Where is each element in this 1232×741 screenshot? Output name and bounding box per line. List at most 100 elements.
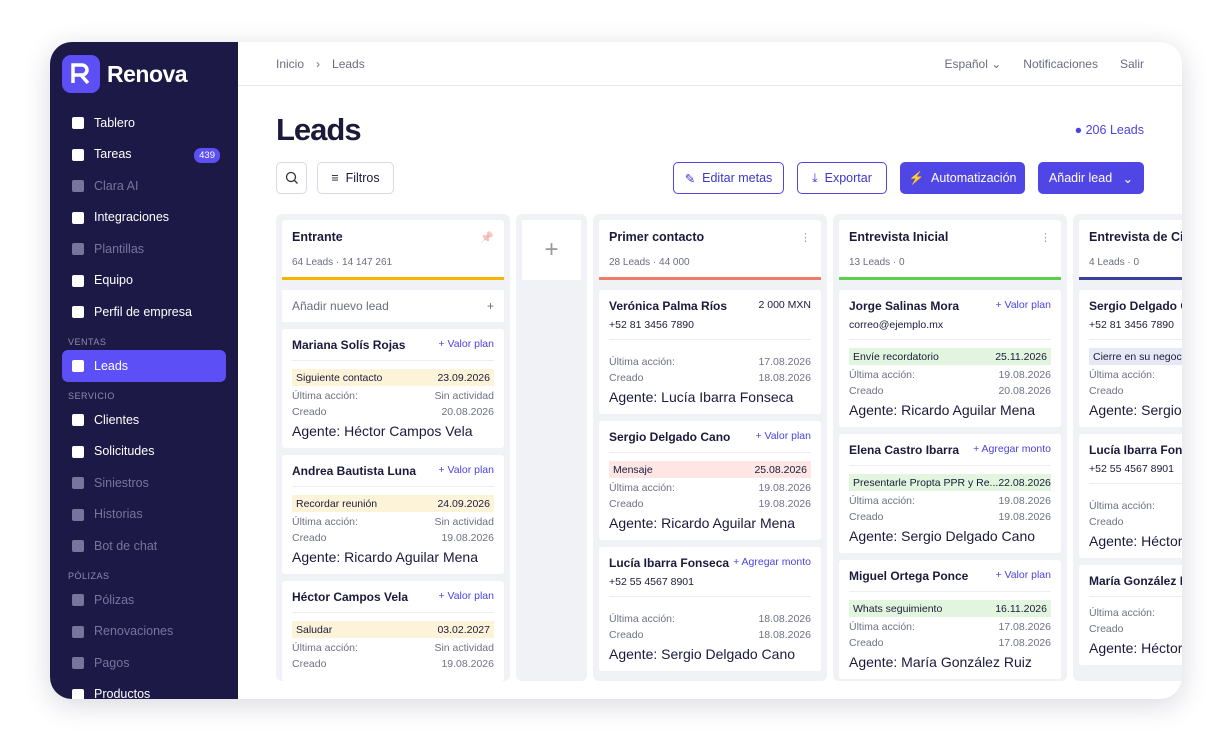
add-column-button[interactable]: + [522, 220, 581, 280]
nav-item[interactable]: Tareas 439 [62, 139, 226, 171]
lead-card[interactable]: Sergio Delgado C +52 81 3456 7890 Cierre e… [1079, 290, 1182, 427]
nav-item[interactable]: Productos [62, 679, 226, 699]
agent: Agente: Ricardo Aguilar Mena [292, 549, 478, 565]
search-button[interactable] [276, 162, 307, 194]
lead-card[interactable]: Mariana Solís Rojas + Valor plan Siguiente… [282, 329, 504, 448]
card-head: Héctor Campos Vela + Valor plan [292, 590, 494, 613]
notifications[interactable]: Notificaciones [1023, 57, 1098, 71]
tag-date: 03.02.2027 [437, 623, 490, 636]
nav-item[interactable]: Integraciones [62, 202, 226, 234]
card-row: Última acción: Sin actividad [292, 640, 494, 656]
lead-card[interactable]: Héctor Campos Vela + Valor plan Saludar 03.… [282, 581, 504, 681]
pin-icon[interactable]: 📌 [480, 232, 494, 244]
card-action[interactable]: + Valor plan [438, 338, 494, 350]
column-title: Entrevista de Ci [1089, 230, 1182, 244]
row-label: Creado [1089, 385, 1124, 397]
logout[interactable]: Salir [1119, 57, 1144, 71]
agent: Agente: Héctor [1089, 640, 1182, 656]
card-head: Jorge Salinas Mora + Valor plan correo@eje… [849, 299, 1051, 340]
edit-goals-button[interactable]: ✎ Editar metas [673, 162, 784, 194]
filters-button[interactable]: ≡ Filtros [317, 162, 394, 194]
lead-card[interactable]: Elena Castro Ibarra + Agregar monto Presen… [839, 434, 1061, 553]
row-label: Creado [609, 629, 644, 641]
row-label: Creado [609, 498, 644, 510]
agent: Agente: Lucía Ibarra Fonseca [609, 389, 794, 405]
next-action-tag: Whats seguimiento 16.11.2026 [849, 600, 1051, 617]
lead-count: ● 206 Leads [1074, 123, 1144, 137]
lead-card[interactable]: Miguel Ortega Ponce + Valor plan Whats seg… [839, 560, 1061, 679]
column-summary: 4 Leads · 0 [1089, 257, 1140, 268]
card-action[interactable]: + Valor plan [995, 569, 1051, 581]
card-action[interactable]: + Agregar monto [733, 556, 811, 568]
nav-label: Productos [94, 687, 151, 699]
lead-name: Lucía Ibarra Fons [1089, 443, 1182, 457]
export-label: Exportar [824, 171, 872, 185]
card-head: Mariana Solís Rojas + Valor plan [292, 338, 494, 361]
tag-text: Saludar [296, 623, 333, 636]
card-action[interactable]: + Valor plan [438, 464, 494, 476]
card-action[interactable]: + Valor plan [438, 590, 494, 602]
nav-item[interactable]: Clientes [62, 404, 226, 436]
nav-item[interactable]: Plantillas [62, 233, 226, 265]
tag-text: Mensaje [613, 463, 653, 476]
tag-text: Whats seguimiento [853, 602, 943, 615]
language[interactable]: Español ⌄ [944, 57, 1002, 71]
nav-item[interactable]: Bot de chat [62, 530, 226, 562]
card-head: Elena Castro Ibarra + Agregar monto [849, 443, 1051, 466]
nav-item[interactable]: Pagos [62, 647, 226, 679]
card-action[interactable]: + Valor plan [995, 299, 1051, 311]
card-row: Creado [1089, 621, 1182, 637]
nav-item[interactable]: Pólizas [62, 584, 226, 616]
nav-item[interactable]: Historias [62, 499, 226, 531]
nav-item[interactable]: Clara AI [62, 170, 226, 202]
nav-item[interactable]: Siniestros [62, 467, 226, 499]
lead-card[interactable]: Andrea Bautista Luna + Valor plan Recordar… [282, 455, 504, 574]
card-action[interactable]: + Agregar monto [973, 443, 1051, 455]
lead-name: Elena Castro Ibarra [849, 443, 960, 457]
automation-button[interactable]: ⚡ Automatización [900, 162, 1025, 194]
column-summary: 28 Leads · 44 000 [609, 257, 690, 268]
nav-label: Plantillas [94, 241, 145, 256]
crumb[interactable]: Inicio [276, 57, 305, 71]
column-menu[interactable]: ⋮ [1040, 232, 1051, 244]
row-value: Sin actividad [434, 516, 494, 528]
export-button[interactable]: ⤓ Exportar [797, 162, 887, 194]
nav-section: VENTAS [68, 336, 107, 347]
nav-icon [72, 625, 84, 638]
nav-section: PÓLIZAS [68, 570, 110, 581]
column-header: Entrevista Inicial 13 Leads · 0 ⋮ [839, 220, 1061, 280]
card-row: Creado 19.08.2026 [292, 656, 494, 672]
lead-card[interactable]: Verónica Palma Ríos 2 000 MXN +52 81 3456 … [599, 290, 821, 414]
nav-item[interactable]: Renovaciones [62, 616, 226, 648]
add-lead-row[interactable]: Añadir nuevo lead + [282, 290, 504, 322]
nav-label: Tareas [94, 147, 132, 162]
card-name-row: Lucía Ibarra Fonseca + Agregar monto [609, 556, 811, 570]
column-menu[interactable]: ⋮ [800, 232, 811, 244]
card-row: Creado 19.08.2026 [292, 530, 494, 546]
nav-icon [72, 360, 84, 372]
row-label: Última acción: [849, 369, 915, 381]
nav-icon [72, 117, 84, 129]
nav-item[interactable]: Leads [62, 350, 226, 382]
nav-icon [72, 414, 84, 426]
row-label: Última acción: [1089, 369, 1155, 381]
nav-item[interactable]: Solicitudes [62, 436, 226, 468]
nav-item[interactable]: Perfil de empresa [62, 296, 226, 328]
lead-card[interactable]: Sergio Delgado Cano + Valor plan Mensaje 25… [599, 421, 821, 540]
nav-label: Pagos [94, 655, 130, 670]
nav-label: Clientes [94, 412, 140, 427]
nav-item[interactable]: Equipo [62, 265, 226, 297]
lead-card[interactable]: Lucía Ibarra Fonseca + Agregar monto +52 5… [599, 547, 821, 671]
sidebar: Renova Tablero Tareas 439 Clara AI Integraci… [50, 42, 238, 699]
lead-card[interactable]: Jorge Salinas Mora + Valor plan correo@eje… [839, 290, 1061, 427]
tag-text: Recordar reunión [296, 497, 378, 510]
lead-card[interactable]: María González F Última acción: Creado Agen… [1079, 565, 1182, 665]
add-lead-button[interactable]: Añadir lead ⌄ [1038, 162, 1144, 194]
lead-card[interactable]: Lucía Ibarra Fons +52 55 4567 8901 Última … [1079, 434, 1182, 558]
card-name-row: Jorge Salinas Mora + Valor plan [849, 299, 1051, 313]
nav-icon [72, 445, 84, 458]
next-action-tag: Envíe recordatorio 25.11.2026 [849, 348, 1051, 365]
nav-item[interactable]: Tablero [62, 107, 226, 139]
card-row: Última acción: 17.08.2026 [609, 354, 811, 370]
card-action[interactable]: + Valor plan [755, 430, 811, 442]
